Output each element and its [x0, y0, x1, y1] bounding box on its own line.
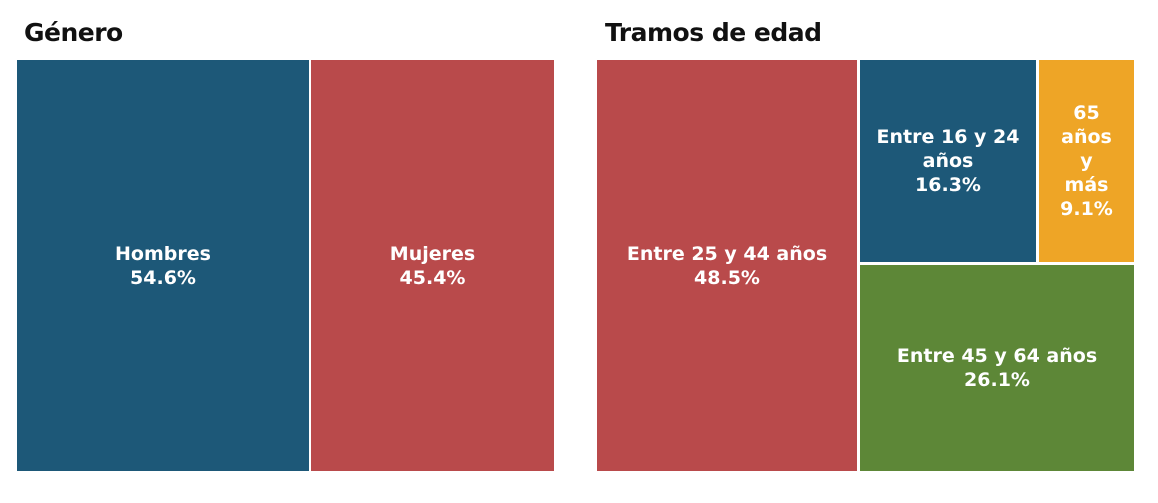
cell-label: Hombres: [115, 242, 211, 265]
cell-label: Mujeres: [389, 242, 476, 265]
treemap-cell: Mujeres 45.4%: [311, 60, 554, 471]
chart-title-tramos-edad: Tramos de edad: [605, 18, 822, 47]
treemap-cell: Hombres 54.6%: [17, 60, 309, 471]
cell-label: Entre 16 y 24 años: [876, 126, 1020, 172]
treemap-cell: Entre 16 y 24 años 16.3%: [860, 60, 1036, 262]
cell-label: Entre 45 y 64 años: [896, 345, 1098, 367]
cell-label: Entre 25 y 44 años: [626, 242, 828, 265]
cell-value: 16.3%: [915, 174, 981, 196]
cell-value: 45.4%: [399, 266, 466, 289]
cell-value: 54.6%: [130, 266, 196, 289]
cell-value: 26.1%: [964, 369, 1030, 391]
treemap-tramos-edad: Entre 25 y 44 años 48.5% Entre 16 y 24 año…: [597, 60, 1134, 471]
cell-value: 48.5%: [694, 266, 760, 289]
treemap-cell: Entre 45 y 64 años 26.1%: [860, 265, 1134, 471]
cell-label: 65 años y más: [1061, 102, 1112, 196]
treemap-cell: 65 años y más 9.1%: [1039, 60, 1134, 262]
chart-title-genero: Género: [24, 18, 123, 47]
cell-value: 9.1%: [1060, 198, 1113, 220]
treemap-cell: Entre 25 y 44 años 48.5%: [597, 60, 857, 471]
treemap-genero: Hombres 54.6% Mujeres 45.4%: [17, 60, 554, 471]
